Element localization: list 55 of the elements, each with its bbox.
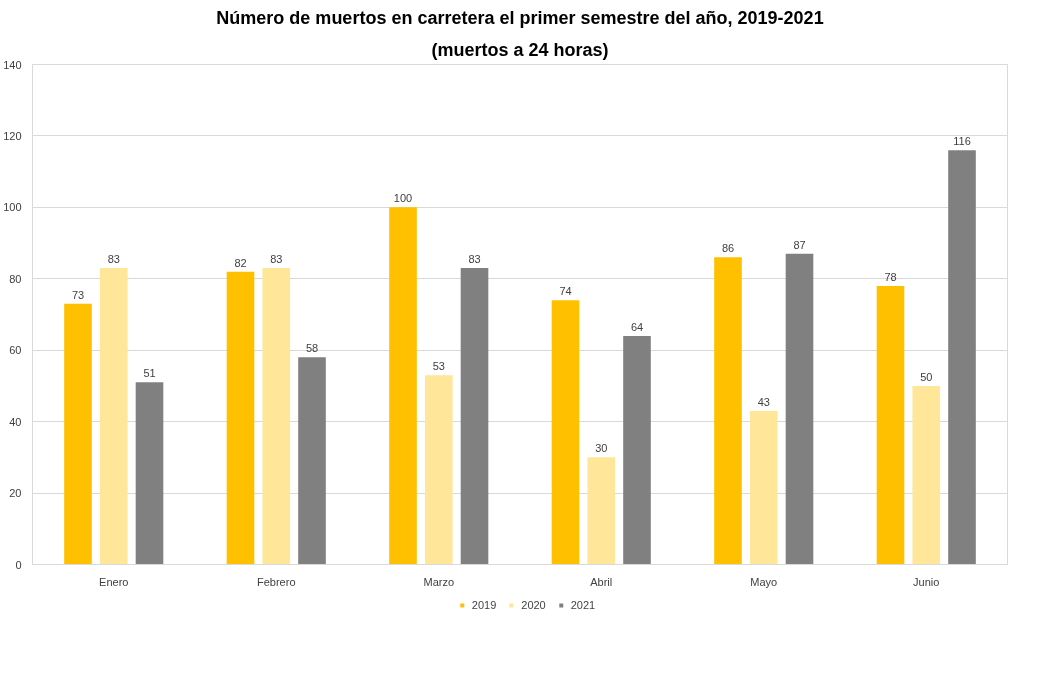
data-label: 83 bbox=[270, 253, 283, 266]
y-tick-label: 100 bbox=[3, 201, 22, 214]
y-tick-label: 60 bbox=[9, 344, 22, 357]
x-tick-label: Marzo bbox=[423, 575, 455, 588]
y-tick-label: 140 bbox=[3, 58, 22, 71]
data-label: 53 bbox=[432, 360, 445, 373]
bar bbox=[749, 410, 778, 565]
data-label: 30 bbox=[595, 442, 608, 455]
bar bbox=[551, 300, 580, 565]
chart-title: Número de muertos en carretera el primer semestre del año, 2019-2021 bbox=[216, 7, 824, 28]
x-tick-label: Febrero bbox=[256, 575, 296, 588]
x-tick-label: Enero bbox=[99, 575, 129, 588]
y-tick-label: 40 bbox=[9, 415, 22, 428]
bar bbox=[424, 375, 453, 565]
data-label: 83 bbox=[107, 253, 120, 266]
data-label: 83 bbox=[468, 253, 481, 266]
data-label: 43 bbox=[757, 395, 770, 408]
data-label: 100 bbox=[393, 192, 413, 205]
bar bbox=[876, 285, 905, 565]
data-label: 74 bbox=[559, 285, 572, 298]
data-label: 87 bbox=[793, 238, 806, 251]
data-label: 73 bbox=[71, 288, 85, 301]
data-label: 58 bbox=[305, 342, 319, 355]
data-label: 50 bbox=[920, 370, 933, 383]
bar bbox=[460, 268, 489, 565]
bar bbox=[587, 457, 616, 565]
bar bbox=[714, 257, 742, 565]
bar bbox=[64, 303, 92, 565]
legend-label: 2021 bbox=[570, 599, 596, 611]
data-label: 64 bbox=[630, 320, 644, 333]
data-label: 82 bbox=[234, 256, 247, 269]
bar bbox=[298, 357, 326, 565]
legend-label: 2019 bbox=[471, 599, 497, 611]
y-tick-label: 80 bbox=[9, 272, 22, 285]
bar bbox=[912, 385, 941, 565]
data-label: 86 bbox=[721, 242, 735, 255]
y-tick-label: 20 bbox=[9, 487, 22, 500]
bar bbox=[262, 268, 291, 565]
x-tick-label: Junio bbox=[913, 575, 940, 588]
bar bbox=[948, 150, 976, 565]
y-tick-label: 120 bbox=[3, 129, 22, 142]
x-tick-label: Mayo bbox=[750, 575, 778, 588]
data-label: 51 bbox=[143, 367, 156, 380]
chart-subtitle: (muertos a 24 horas) bbox=[431, 39, 609, 60]
x-tick-label: Abril bbox=[590, 575, 613, 588]
bar bbox=[389, 207, 417, 565]
legend-label: 2020 bbox=[521, 599, 546, 611]
data-label: 116 bbox=[953, 135, 971, 148]
y-tick-label: 0 bbox=[15, 558, 22, 571]
bar bbox=[226, 271, 255, 565]
bar bbox=[135, 382, 164, 565]
bar bbox=[99, 268, 128, 565]
bar bbox=[785, 253, 814, 565]
data-label: 78 bbox=[884, 270, 897, 283]
bar bbox=[623, 335, 651, 565]
